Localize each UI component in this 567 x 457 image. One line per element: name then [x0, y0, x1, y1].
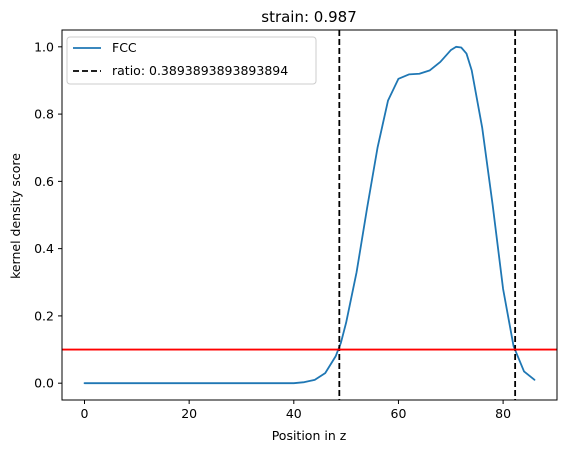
x-tick-label: 40: [286, 406, 302, 421]
series-line-fcc: [83, 45, 536, 385]
y-tick-label: 0.0: [34, 376, 54, 391]
chart-title: strain: 0.987: [261, 8, 357, 26]
plot-area: 0 20 40 60 80 0.0 0.2 0.4 0.6 0.8 1.0: [34, 29, 558, 421]
x-tick-label: 80: [495, 406, 511, 421]
legend: FCC ratio: 0.3893893893893894: [66, 36, 317, 85]
y-tick-label: 0.4: [34, 241, 54, 256]
legend-label-ratio: ratio: 0.3893893893893894: [112, 63, 288, 78]
y-tick-label: 1.0: [34, 39, 54, 54]
y-tick-label: 0.6: [34, 174, 54, 189]
x-tick-label: 20: [181, 406, 197, 421]
x-tick-label: 0: [81, 406, 89, 421]
y-tick-label: 0.2: [34, 308, 54, 323]
legend-label-fcc: FCC: [112, 40, 137, 55]
x-tick-label: 60: [391, 406, 407, 421]
x-axis-label: Position in z: [272, 428, 347, 443]
y-axis-label: kernel density score: [8, 153, 23, 279]
legend-frame: [66, 36, 317, 85]
axes-frame: [61, 29, 558, 401]
y-tick-label: 0.8: [34, 107, 54, 122]
